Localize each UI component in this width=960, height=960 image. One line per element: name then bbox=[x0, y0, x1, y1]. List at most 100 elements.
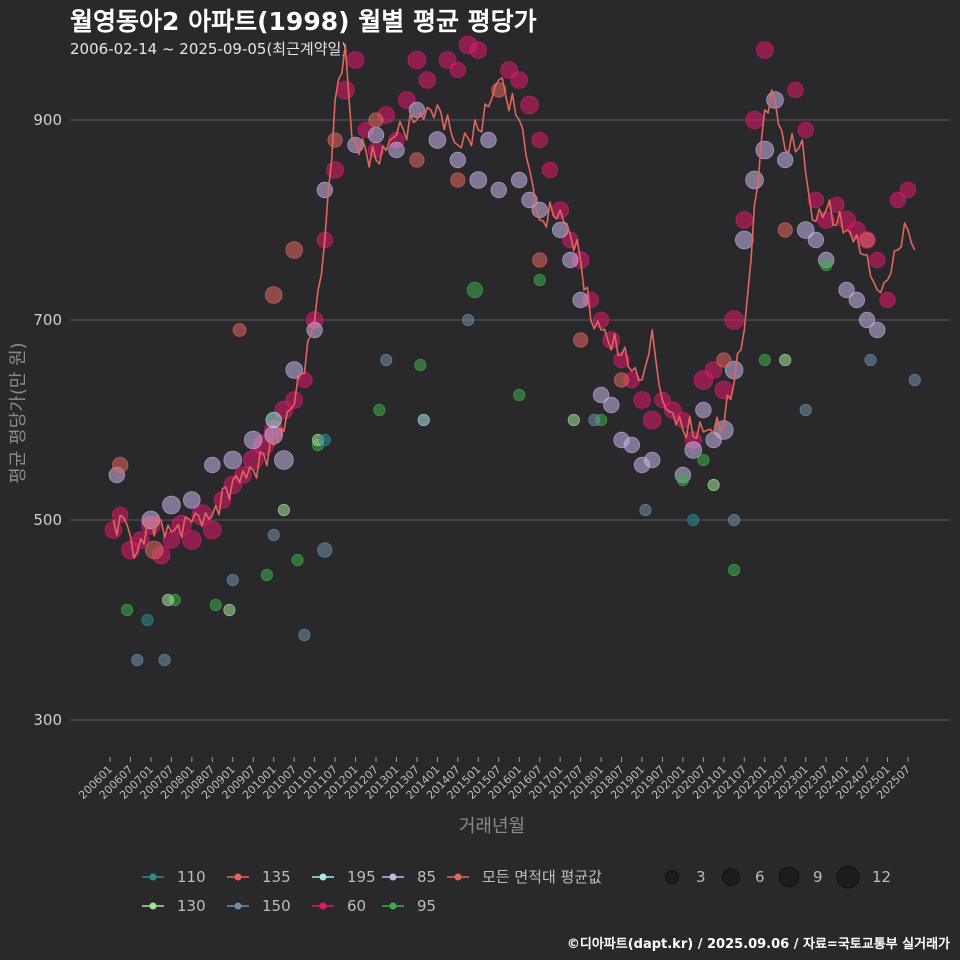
point-85 bbox=[807, 231, 825, 249]
point-60 bbox=[735, 211, 754, 229]
average-line-group bbox=[112, 44, 916, 559]
point-130 bbox=[277, 503, 290, 517]
legend-item-135: 135 bbox=[227, 868, 291, 886]
point-195 bbox=[417, 413, 430, 427]
point-60 bbox=[642, 410, 662, 430]
point-60 bbox=[182, 530, 202, 550]
footer-credit: ©디아파트(dapt.kr) / 2025.09.06 / 자료=국토교통부 실… bbox=[567, 936, 950, 952]
y-tick-label: 900 bbox=[33, 111, 62, 129]
point-85 bbox=[755, 140, 775, 160]
point-60 bbox=[755, 41, 774, 59]
size-legend-circle-icon bbox=[778, 866, 800, 888]
point-85 bbox=[316, 181, 334, 199]
legend-label: 130 bbox=[177, 897, 206, 915]
point-95 bbox=[260, 568, 273, 582]
point-85 bbox=[243, 430, 263, 450]
legend-item-195: 195 bbox=[312, 868, 376, 886]
legend-label: 135 bbox=[262, 868, 291, 886]
legend-dot-icon bbox=[389, 873, 397, 881]
legend-label: 모든 면적대 평균값 bbox=[482, 868, 602, 886]
point-135 bbox=[572, 332, 589, 348]
chart-subtitle: 2006-02-14 ~ 2025-09-05(최근계약일) bbox=[70, 40, 347, 58]
point-60 bbox=[889, 191, 907, 209]
point-150 bbox=[908, 373, 921, 387]
point-135 bbox=[368, 112, 384, 128]
point-85 bbox=[838, 281, 855, 299]
point-60 bbox=[869, 251, 886, 269]
point-85 bbox=[734, 230, 754, 250]
point-85 bbox=[552, 221, 569, 239]
point-85 bbox=[285, 361, 304, 379]
point-60 bbox=[663, 401, 682, 419]
legend-dot-icon bbox=[149, 873, 157, 881]
legend-dot-icon bbox=[454, 873, 462, 881]
point-85 bbox=[848, 291, 866, 309]
x-axis-ticks: 2006012006072007012007072008012008072009… bbox=[76, 757, 913, 802]
point-60 bbox=[438, 51, 457, 69]
point-85 bbox=[745, 170, 764, 190]
point-135 bbox=[264, 286, 283, 304]
legend-item-150: 150 bbox=[227, 897, 291, 915]
point-60 bbox=[562, 231, 579, 249]
point-60 bbox=[704, 361, 723, 379]
point-130 bbox=[223, 603, 236, 617]
point-60 bbox=[449, 61, 467, 79]
legend-dot-icon bbox=[234, 873, 242, 881]
legend-item-60: 60 bbox=[312, 897, 366, 915]
point-150 bbox=[588, 413, 601, 427]
size-legend-item: 9 bbox=[778, 866, 823, 888]
point-85 bbox=[274, 450, 294, 470]
point-95 bbox=[533, 273, 546, 287]
point-85 bbox=[388, 141, 405, 159]
point-150 bbox=[226, 573, 239, 587]
point-85 bbox=[428, 131, 447, 149]
point-95 bbox=[373, 403, 386, 417]
point-135 bbox=[532, 252, 548, 268]
legend-label: 195 bbox=[347, 868, 376, 886]
legend-label: 60 bbox=[347, 897, 366, 915]
point-85 bbox=[183, 491, 201, 509]
point-110 bbox=[687, 513, 700, 527]
point-60 bbox=[807, 191, 825, 209]
point-135 bbox=[327, 132, 343, 148]
point-130 bbox=[567, 413, 580, 427]
point-85 bbox=[858, 311, 876, 329]
point-85 bbox=[603, 396, 620, 414]
point-150 bbox=[267, 528, 280, 542]
point-135 bbox=[145, 540, 164, 560]
point-85 bbox=[684, 441, 702, 459]
point-85 bbox=[531, 201, 548, 219]
legend-item-모든 면적대 평균값: 모든 면적대 평균값 bbox=[447, 868, 602, 886]
point-95 bbox=[121, 603, 134, 617]
point-110 bbox=[141, 613, 154, 627]
point-60 bbox=[397, 91, 416, 109]
point-85 bbox=[367, 126, 385, 144]
point-135 bbox=[232, 323, 247, 337]
point-130 bbox=[161, 593, 175, 607]
point-60 bbox=[724, 310, 744, 330]
point-130 bbox=[779, 353, 792, 367]
point-60 bbox=[510, 71, 529, 89]
point-85 bbox=[572, 291, 589, 309]
legend-item-130: 130 bbox=[142, 897, 206, 915]
scatter-points bbox=[104, 35, 921, 667]
y-tick-label: 500 bbox=[33, 511, 62, 529]
point-60 bbox=[418, 71, 437, 89]
point-85 bbox=[869, 321, 886, 339]
point-60 bbox=[899, 181, 917, 199]
legend-label: 110 bbox=[177, 868, 206, 886]
point-135 bbox=[613, 372, 630, 388]
point-85 bbox=[480, 131, 497, 149]
point-85 bbox=[162, 495, 181, 515]
legend-item-85: 85 bbox=[382, 868, 436, 886]
point-60 bbox=[797, 121, 814, 139]
point-135 bbox=[716, 352, 732, 368]
legend-item-95: 95 bbox=[382, 897, 436, 915]
point-150 bbox=[864, 353, 877, 367]
y-tick-label: 700 bbox=[33, 311, 62, 329]
point-60 bbox=[745, 110, 764, 130]
point-135 bbox=[777, 222, 793, 238]
point-150 bbox=[131, 653, 144, 667]
legend-dot-icon bbox=[149, 902, 157, 910]
